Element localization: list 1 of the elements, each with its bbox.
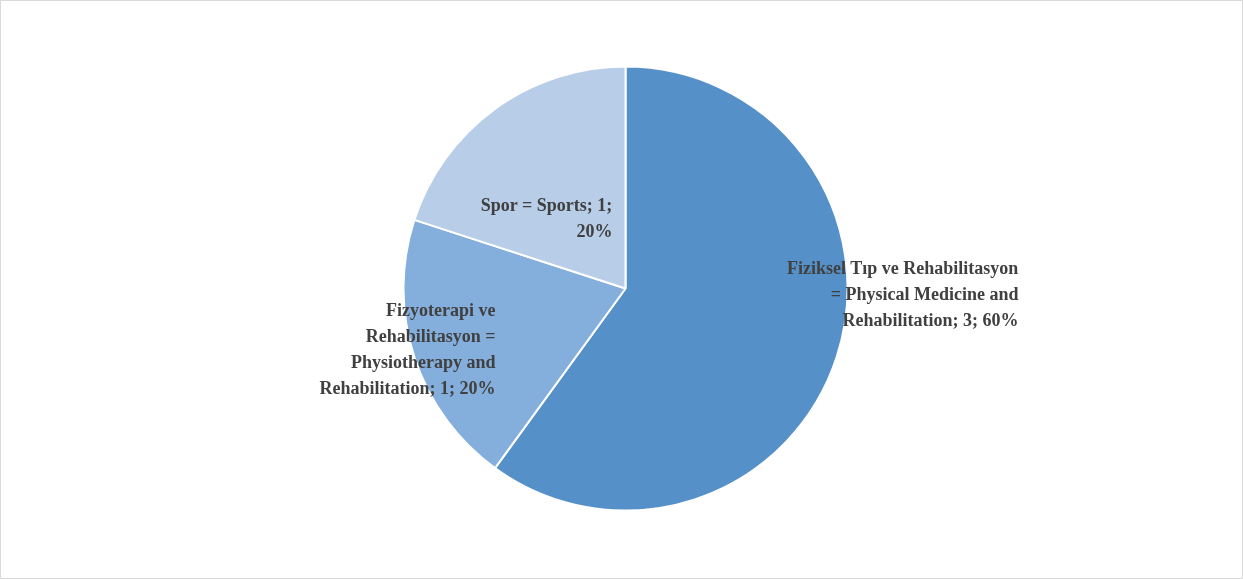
slice-label: Spor = Sports; 1; 20% xyxy=(480,194,613,241)
